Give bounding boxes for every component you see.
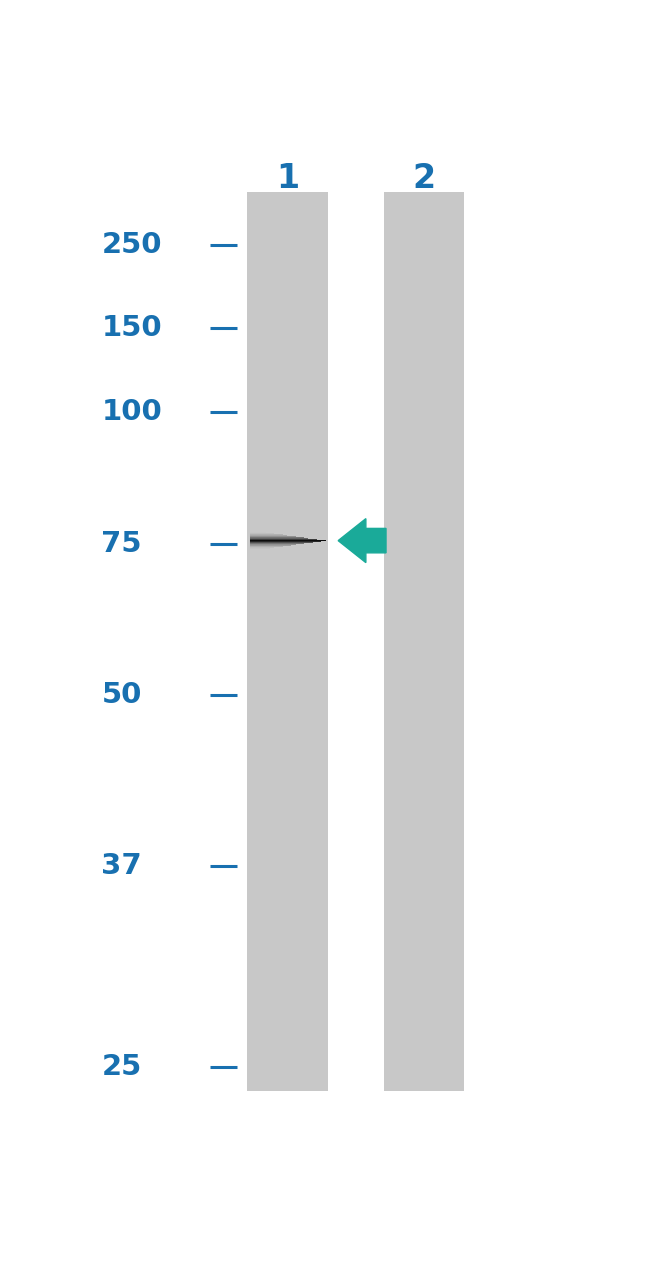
Text: 1: 1 bbox=[276, 163, 300, 196]
Text: 150: 150 bbox=[101, 315, 162, 343]
Text: 50: 50 bbox=[101, 681, 142, 709]
Text: 250: 250 bbox=[101, 231, 162, 259]
Text: 37: 37 bbox=[101, 852, 142, 880]
Text: 75: 75 bbox=[101, 530, 142, 558]
Bar bbox=[248, 192, 328, 1091]
Text: 100: 100 bbox=[101, 398, 162, 425]
Text: 2: 2 bbox=[412, 163, 436, 196]
FancyArrow shape bbox=[338, 518, 386, 563]
Bar bbox=[384, 192, 464, 1091]
Text: 25: 25 bbox=[101, 1053, 142, 1081]
